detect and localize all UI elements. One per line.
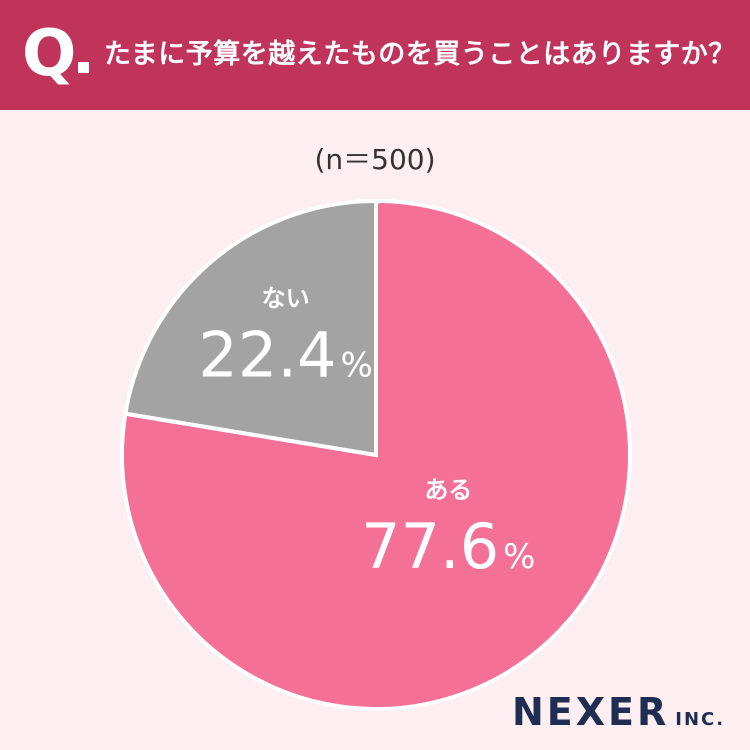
slice-category-label-0: ある — [424, 476, 472, 504]
logo-sub: INC. — [675, 709, 726, 730]
sample-size-label: (n＝500) — [314, 143, 436, 176]
logo-main: NEXER — [512, 690, 670, 734]
question-text: たまに予算を越えたものを買うことはありますか？ — [104, 39, 736, 70]
pie-slice-1 — [123, 198, 378, 458]
question-header: Q たまに予算を越えたものを買うことはありますか？ — [0, 0, 750, 110]
slice-value-label-1: 22.4% — [198, 318, 372, 391]
nexer-logo: NEXER INC. — [512, 690, 725, 734]
slice-value-label-0: 77.6% — [361, 510, 535, 583]
q-dot — [78, 62, 89, 73]
slice-category-label-1: ない — [262, 284, 310, 312]
q-mark: Q — [22, 17, 77, 91]
pie-slice-0 — [120, 198, 632, 711]
